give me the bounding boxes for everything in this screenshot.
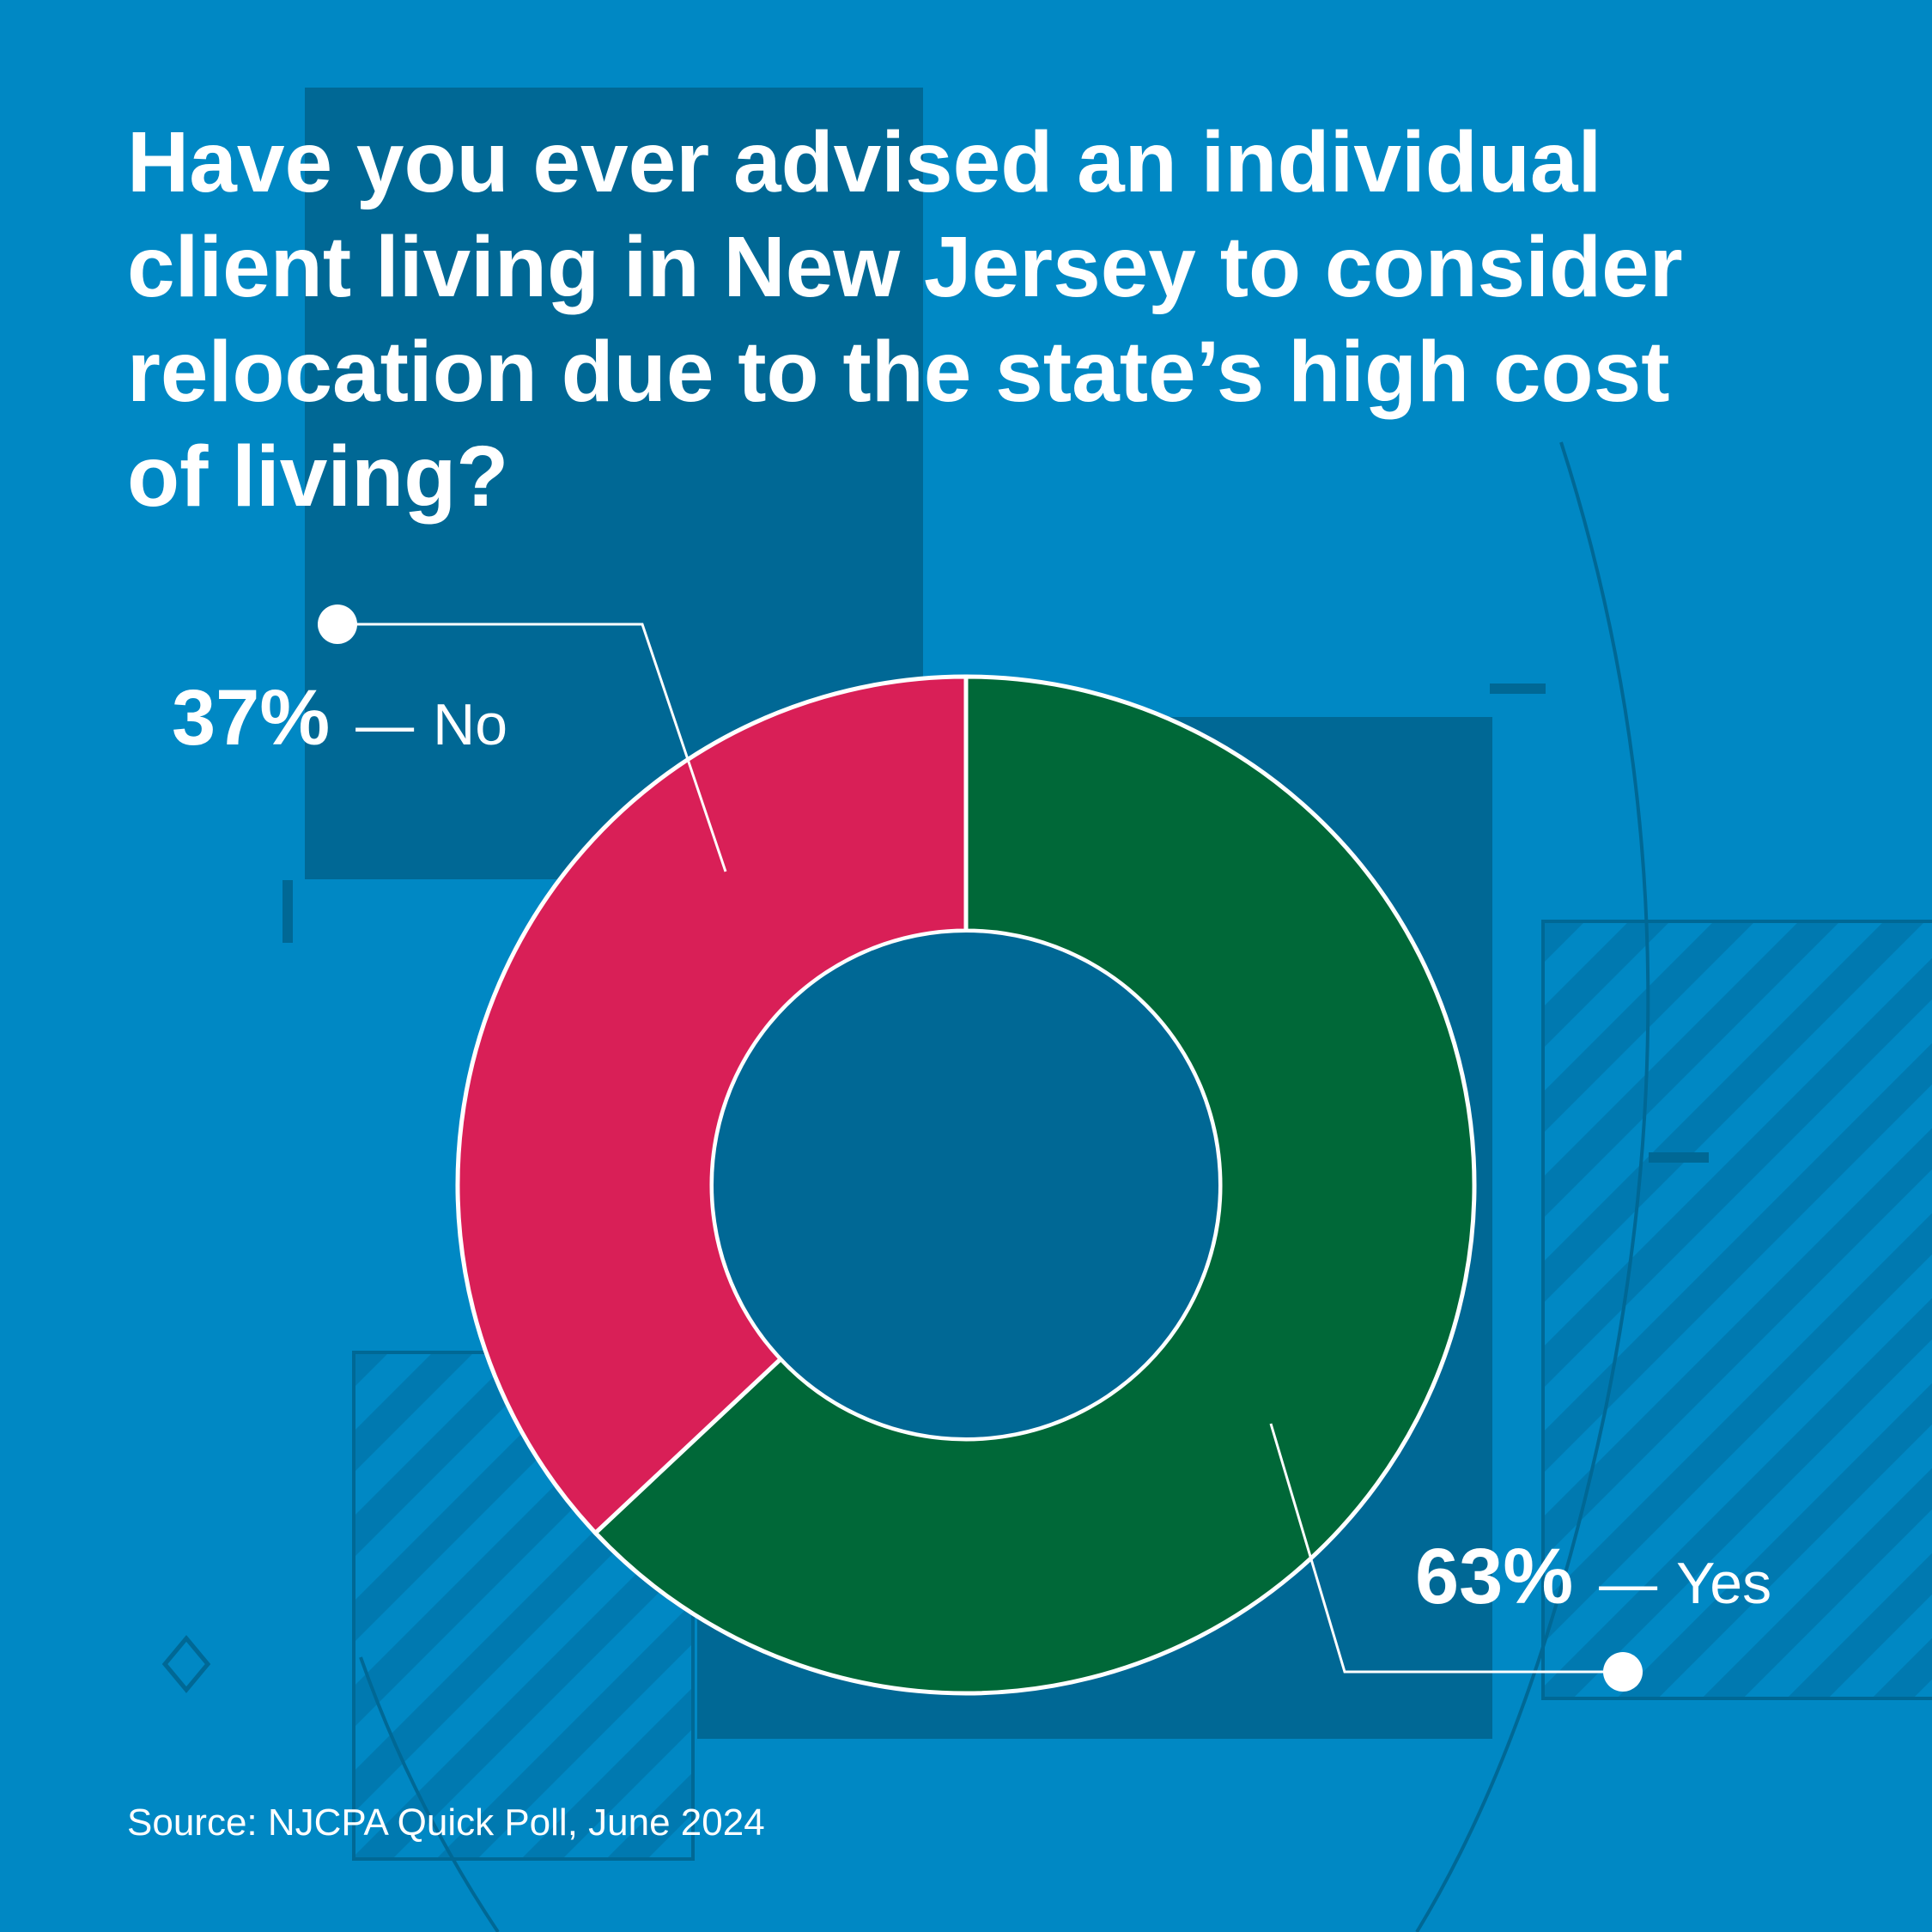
slice-name-no: No	[433, 692, 508, 757]
slice-value-yes: 63%	[1415, 1533, 1574, 1620]
leader-line-no-dot	[318, 605, 357, 644]
label-dash-no: —	[355, 692, 415, 757]
slice-value-no: 37%	[172, 674, 331, 762]
leader-lines	[318, 605, 1643, 1692]
title-line-3: relocation due to the state’s high cost	[127, 324, 1670, 420]
donut-chart	[455, 674, 1477, 1696]
title-line-4: of living?	[127, 428, 509, 525]
chart-title: Have you ever advised an individual clie…	[127, 110, 1759, 529]
slice-name-yes: Yes	[1676, 1551, 1772, 1616]
title-line-1: Have you ever advised an individual	[127, 114, 1602, 210]
label-dash-yes: —	[1599, 1551, 1658, 1616]
title-line-2: client living in New Jersey to consider	[127, 219, 1683, 315]
leader-line-yes	[1269, 1423, 1623, 1674]
slice-label-yes: 63% — Yes	[1415, 1537, 1772, 1618]
slice-label-no: 37% — No	[172, 678, 508, 759]
leader-line-yes-dot	[1603, 1652, 1643, 1692]
leader-line-no	[337, 623, 727, 872]
donut-slice-yes	[592, 674, 1477, 1696]
donut-slice-no	[455, 674, 969, 1536]
donut-hole	[714, 933, 1218, 1437]
source-note: Source: NJCPA Quick Poll, June 2024	[127, 1801, 765, 1844]
